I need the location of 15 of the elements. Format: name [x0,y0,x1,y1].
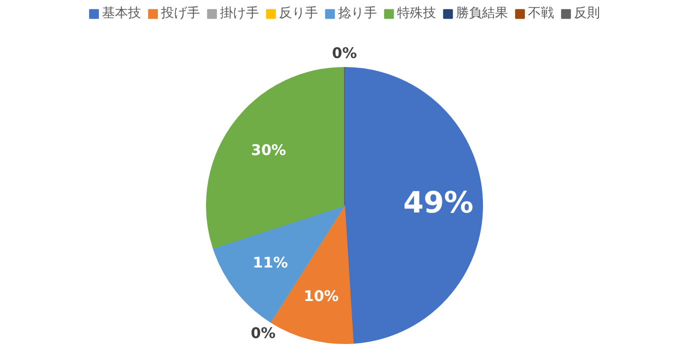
data-label: 49% [403,186,474,220]
data-label: 30% [251,142,286,159]
text: 0% [332,45,357,62]
legend-label: 特殊技 [397,5,436,22]
legend-label: 基本技 [102,5,141,22]
legend-label: 捻り手 [338,5,377,22]
legend-label: 反則 [574,5,600,22]
legend-label: 不戦 [528,5,554,22]
data-label: 10% [304,288,340,305]
legend-label: 反り手 [279,5,318,22]
text: 0% [250,325,276,342]
data-label: 11% [252,254,288,272]
legend-label: 掛け手 [220,5,259,22]
legend-label: 勝負結果 [456,5,508,22]
legend-label: 投げ手 [161,5,200,22]
